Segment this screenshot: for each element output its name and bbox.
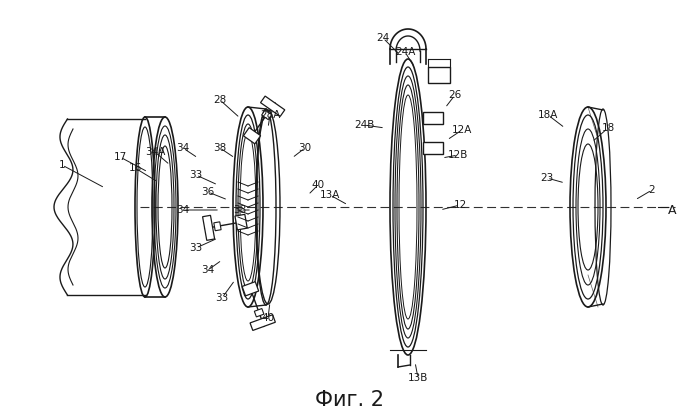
Text: 13A: 13A (320, 190, 340, 200)
Text: 18: 18 (601, 123, 615, 133)
Polygon shape (214, 222, 221, 231)
Text: 28: 28 (214, 95, 227, 105)
Text: 38: 38 (233, 205, 246, 215)
Text: 30: 30 (298, 143, 312, 153)
Text: 2: 2 (649, 185, 655, 195)
Text: 24A: 24A (395, 47, 415, 57)
Text: 38: 38 (214, 143, 227, 153)
Text: 1: 1 (59, 160, 65, 170)
Text: 34: 34 (176, 143, 190, 153)
Text: 24: 24 (377, 33, 390, 43)
Text: 34A: 34A (145, 147, 165, 157)
Text: 33: 33 (190, 243, 202, 253)
Text: 12A: 12A (452, 125, 472, 135)
FancyBboxPatch shape (423, 142, 443, 154)
Polygon shape (250, 315, 275, 331)
FancyBboxPatch shape (423, 112, 443, 124)
Text: 17: 17 (113, 152, 127, 162)
Polygon shape (244, 128, 260, 144)
Text: 13B: 13B (408, 373, 428, 383)
Polygon shape (260, 96, 285, 116)
Text: 33: 33 (190, 170, 202, 180)
FancyBboxPatch shape (428, 67, 450, 83)
Text: A: A (668, 204, 676, 216)
Text: 40: 40 (261, 313, 274, 323)
Text: 26: 26 (449, 90, 461, 100)
Polygon shape (235, 214, 247, 230)
Text: 12B: 12B (448, 150, 468, 160)
Polygon shape (262, 110, 272, 120)
Text: Фиг. 2: Фиг. 2 (316, 390, 384, 410)
Text: 23: 23 (540, 173, 554, 183)
Text: 16: 16 (128, 163, 141, 173)
Text: 33: 33 (216, 293, 229, 303)
Text: 36: 36 (202, 187, 215, 197)
Text: 24B: 24B (354, 120, 374, 130)
Text: 28A: 28A (260, 110, 280, 120)
Text: 34: 34 (176, 205, 190, 215)
Polygon shape (254, 309, 264, 317)
Text: 18A: 18A (538, 110, 558, 120)
Polygon shape (202, 215, 215, 240)
Text: 34: 34 (202, 265, 215, 275)
Text: 12: 12 (454, 200, 467, 210)
Polygon shape (242, 282, 259, 296)
Text: 40: 40 (312, 180, 325, 190)
